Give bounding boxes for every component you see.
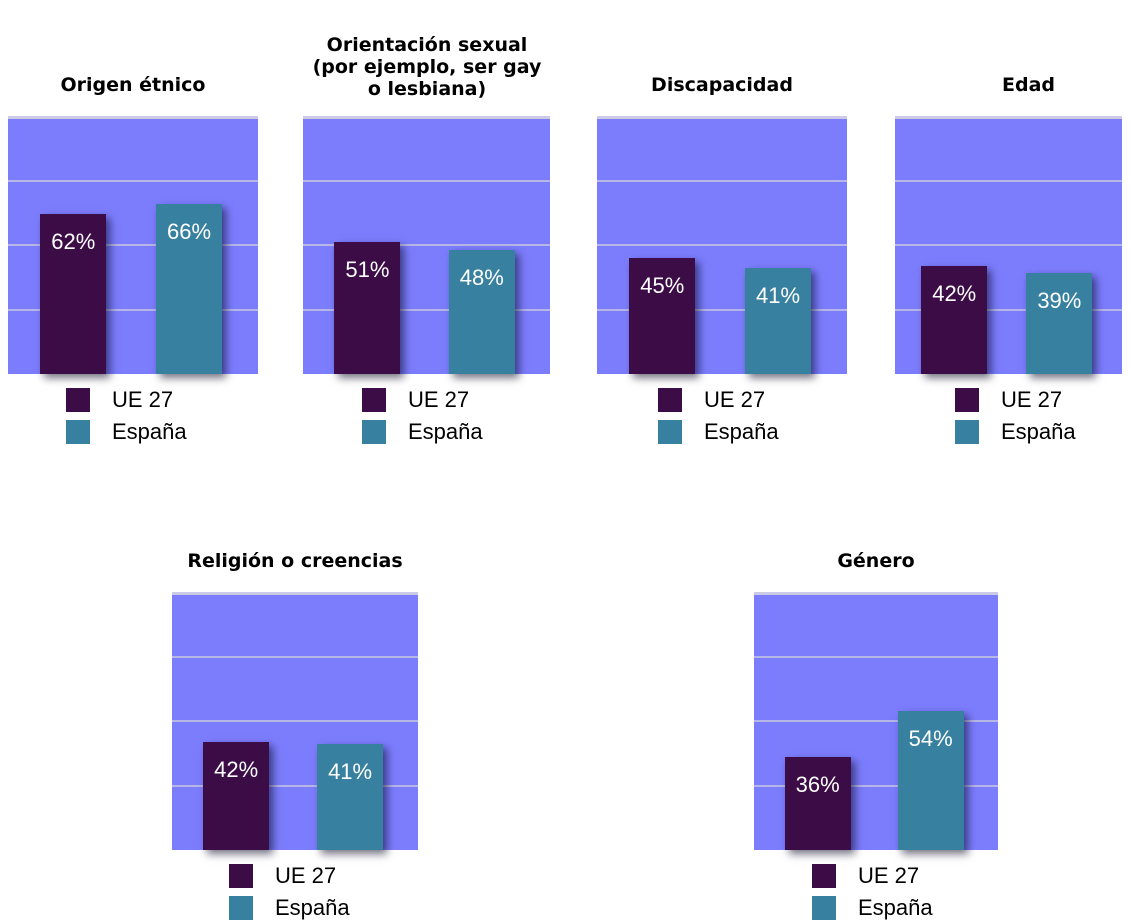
legend-label-espana: España [112,419,187,444]
chart-title: Edad [1001,74,1055,96]
plot-area: 42% 41% [172,592,418,850]
legend-swatch-ue27 [812,864,836,888]
bar-value-label-espana: 41% [328,759,373,785]
bar-value-label-espana: 54% [908,725,953,751]
legend-label-espana: España [858,895,933,920]
legend-swatch-ue27 [658,388,682,412]
legend-label-ue27: UE 27 [408,387,470,412]
bar-value-label-espana: 48% [459,265,504,291]
bar-ue27 [784,757,851,850]
legend-swatch-ue27 [229,864,253,888]
gridline [754,784,998,787]
chart-panel-origen-etnico: Origen étnico 62% 66% UE 27 España [8,0,258,450]
gridline [172,720,418,722]
legend-swatch-espana [229,896,253,920]
gridline [754,720,998,722]
chart-panel-edad: Edad 42% 39% UE 27 España [895,0,1122,450]
bar-ue27 [334,242,401,374]
bar-ue27 [40,214,107,374]
plot-area: 45% 41% [597,116,847,374]
legend-label-ue27: UE 27 [858,863,920,888]
bar-value-label-ue27: 42% [932,280,977,306]
legend-label-espana: España [408,419,483,444]
gridline [754,655,998,658]
legend-swatch-espana [812,896,836,920]
bar-espana [317,744,384,850]
legend-swatch-ue27 [66,388,90,412]
bar-value-label-espana: 66% [166,218,212,244]
bar-ue27 [629,257,696,374]
gridline [597,244,847,246]
bar-espana [745,268,811,374]
gridline [895,308,1122,311]
bar-ue27 [921,265,988,374]
legend-swatch-espana [362,420,386,444]
legend-label-ue27: UE 27 [704,387,766,412]
bar-value-label-ue27: 45% [640,272,685,298]
legend-swatch-espana [658,420,682,444]
bar-value-label-ue27: 51% [345,257,390,283]
gridline [303,308,550,311]
legend-swatch-ue27 [362,388,386,412]
bar-espana [1026,273,1093,374]
bar-espana [156,203,222,374]
gridline [597,179,847,182]
gridline [895,179,1122,182]
chart-panel-discapacidad: Discapacidad 45% 41% UE 27 España [597,0,847,450]
legend-label-ue27: UE 27 [112,387,174,412]
gridline [597,308,847,311]
chart-panel-genero: Género 36% 54% UE 27 España [754,476,998,920]
chart-title: Discapacidad [651,74,793,96]
chart-title: Orientación sexual (por ejemplo, ser gay… [312,34,542,100]
chart-title: Género [837,550,915,572]
bar-value-label-ue27: 62% [51,229,96,255]
legend-swatch-espana [955,420,979,444]
bar-value-label-espana: 41% [755,283,801,309]
legend-label-ue27: UE 27 [275,863,337,888]
chart-title: Origen étnico [60,74,206,96]
chart-title: Religión o creencias [187,550,403,572]
legend-label-espana: España [1001,419,1076,444]
legend-label-espana: España [704,419,779,444]
bar-espana [448,250,515,374]
bar-value-label-espana: 39% [1037,288,1082,314]
gridline [303,179,550,182]
plot-area: 62% 66% [8,116,258,374]
legend-swatch-ue27 [955,388,979,412]
gridline [172,655,418,658]
gridline [8,244,258,246]
bar-ue27 [203,741,270,850]
chart-panel-orientacion-sexual: Orientación sexual (por ejemplo, ser gay… [303,0,550,450]
bar-value-label-ue27: 36% [795,772,840,798]
plot-area: 51% 48% [303,116,550,374]
plot-area: 36% 54% [754,592,998,850]
legend-label-ue27: UE 27 [1001,387,1063,412]
gridline [8,308,258,311]
gridline [8,179,258,182]
plot-area: 42% 39% [895,116,1122,374]
bar-espana [897,710,964,850]
legend-label-espana: España [275,895,350,920]
legend-swatch-espana [66,420,90,444]
bar-value-label-ue27: 42% [214,756,259,782]
gridline [895,244,1122,246]
gridline [303,244,550,246]
gridline [172,784,418,787]
chart-panel-religion: Religión o creencias 42% 41% UE 27 España [172,476,418,920]
